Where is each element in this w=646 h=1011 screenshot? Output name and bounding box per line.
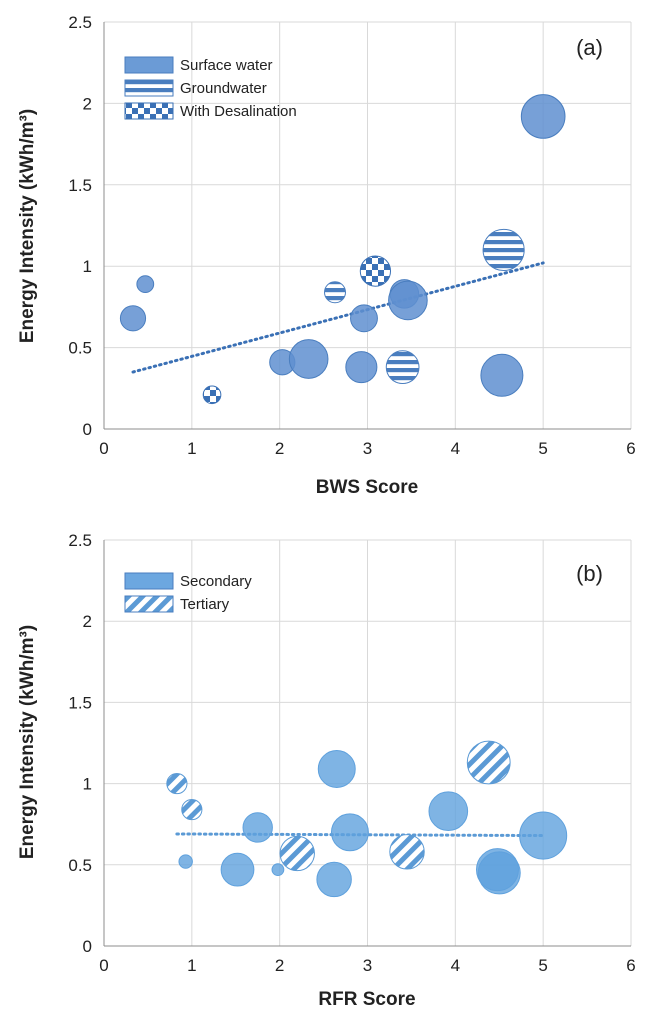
x-axis-title: RFR Score [318,989,415,1010]
legend-swatch-groundwater [124,79,174,97]
bubble-secondary [271,863,285,877]
x-tick-label: 5 [538,439,547,458]
legend-label-groundwater: Groundwater [180,80,267,97]
bubble-secondary [242,812,273,843]
legend-label-secondary: Secondary [180,573,252,590]
bubble-secondary [428,791,469,832]
bubble-groundwater [482,228,525,271]
bubble-secondary [316,861,352,898]
y-tick-label: 0 [83,937,92,956]
bubble-surface-water [288,339,329,379]
panel-label: (b) [576,561,603,586]
bubble-secondary [178,854,193,869]
x-tick-label: 6 [626,956,635,975]
y-tick-label: 0.5 [68,339,92,358]
y-tick-label: 2 [83,94,92,113]
legend: Secondary Tertiary [124,572,252,613]
x-tick-label: 0 [99,956,108,975]
legend-label-desalination: With Desalination [180,103,297,120]
bubble-surface-water [345,351,378,384]
y-tick-label: 1 [83,257,92,276]
bubble-surface-water [520,94,566,139]
x-tick-label: 6 [626,439,635,458]
y-axis-title: Energy Intensity (kWh/m³) [17,625,38,859]
y-tick-label: 1.5 [68,176,92,195]
y-tick-label: 2.5 [68,531,92,550]
bubble-tertiary [166,773,188,795]
legend: Surface water Groundwater With Desalinat… [124,56,297,120]
chart-panel-a: 0 1 2 3 4 5 6 0 0.5 1 1.5 2 2.5 BWS Score Energy Int… [17,13,636,498]
legend-swatch-desalination [124,102,174,120]
bubble-tertiary [466,740,511,785]
y-tick-label: 2 [83,612,92,631]
legend-swatch-tertiary [124,595,174,613]
x-tick-label: 2 [275,439,284,458]
y-tick-label: 1.5 [68,693,92,712]
y-tick-label: 0 [83,420,92,439]
x-tick-label: 4 [451,439,460,458]
bubble-groundwater [385,350,420,385]
legend-label-tertiary: Tertiary [180,596,230,613]
bubble-surface-water [350,304,378,333]
x-tick-label: 3 [363,956,372,975]
x-tick-label: 3 [363,439,372,458]
bubble-with-desalination [202,385,222,405]
bubble-secondary [317,750,356,788]
trendline [131,261,545,374]
bubble-surface-water [119,305,147,332]
bubble-surface-water [480,353,524,397]
bubble-tertiary [181,799,203,821]
x-tick-label: 1 [187,956,196,975]
x-tick-label: 2 [275,956,284,975]
x-tick-label: 1 [187,439,196,458]
bubble-surface-water [136,275,155,294]
x-tick-label: 0 [99,439,108,458]
legend-swatch-secondary [124,572,174,590]
x-tick-label: 5 [538,956,547,975]
legend-swatch-surface-water [124,56,174,74]
bubble-secondary [220,852,255,887]
y-tick-label: 0.5 [68,856,92,875]
bubble-secondary [477,851,521,895]
bubble-secondary [519,811,568,860]
y-tick-label: 1 [83,775,92,794]
y-tick-label: 2.5 [68,13,92,32]
bubble-surface-water [388,280,428,321]
bubble-tertiary [279,835,315,872]
bubble-tertiary [389,834,425,870]
y-axis-title: Energy Intensity (kWh/m³) [17,109,38,343]
chart-panel-b: 0 1 2 3 4 5 6 0 0.5 1 1.5 2 2.5 RFR Score Energy Int… [17,531,636,1010]
x-tick-label: 4 [451,956,460,975]
x-axis-title: BWS Score [316,477,418,498]
bubble-with-desalination [359,255,392,287]
bubble-secondary [330,813,369,852]
panel-label: (a) [576,35,603,60]
legend-label-surface-water: Surface water [180,57,273,74]
bubble-groundwater [324,281,347,304]
